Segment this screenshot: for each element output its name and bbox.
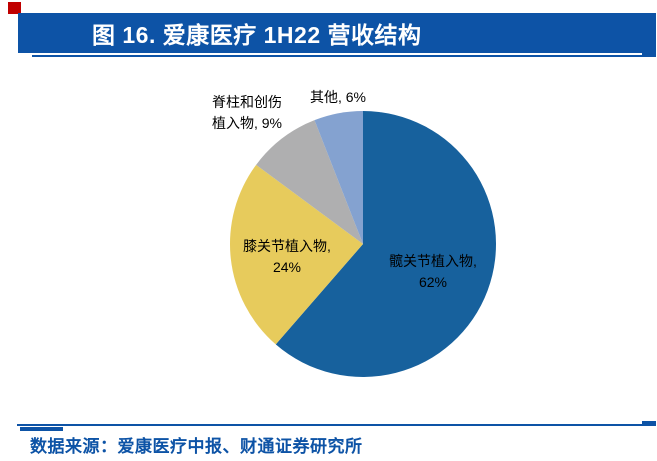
pie-label-line: 膝关节植入物, bbox=[243, 238, 331, 254]
pie-label-other: 其他, 6% bbox=[299, 87, 377, 108]
pie-label-line: 其他, 6% bbox=[309, 89, 366, 105]
pie-slice-2 bbox=[229, 164, 363, 345]
source-text: 数据来源：爱康医疗中报、财通证券研究所 bbox=[30, 437, 363, 456]
figure-title: 图 16. 爱康医疗 1H22 营收结构 bbox=[92, 22, 422, 48]
red-corner-marker bbox=[8, 2, 21, 14]
pie-label-line: 植入物, 9% bbox=[211, 115, 282, 131]
pie-slice-1 bbox=[275, 111, 497, 377]
pie-slice-3 bbox=[256, 120, 363, 244]
pie-label-knee-implants: 膝关节植入物, 24% bbox=[222, 236, 352, 278]
pie-label-line: 脊柱和创伤 bbox=[212, 94, 282, 110]
pie-label-spine-trauma-implants: 脊柱和创伤植入物, 9% bbox=[190, 92, 304, 134]
pie-label-line: 髋关节植入物, bbox=[389, 253, 477, 269]
title-underline bbox=[32, 55, 656, 57]
pie-label-line: 24% bbox=[272, 259, 302, 275]
footer-rule-right-tick bbox=[642, 421, 656, 426]
pie-label-line: 62% bbox=[418, 274, 448, 290]
title-underline-end-tick bbox=[642, 52, 656, 57]
figure-title-bar: 图 16. 爱康医疗 1H22 营收结构 bbox=[18, 13, 656, 53]
pie-slice-4 bbox=[314, 111, 363, 244]
footer-rule bbox=[17, 424, 656, 426]
footer-rule-left-tick bbox=[20, 427, 63, 431]
pie-label-hip-implants: 髋关节植入物, 62% bbox=[368, 251, 498, 293]
